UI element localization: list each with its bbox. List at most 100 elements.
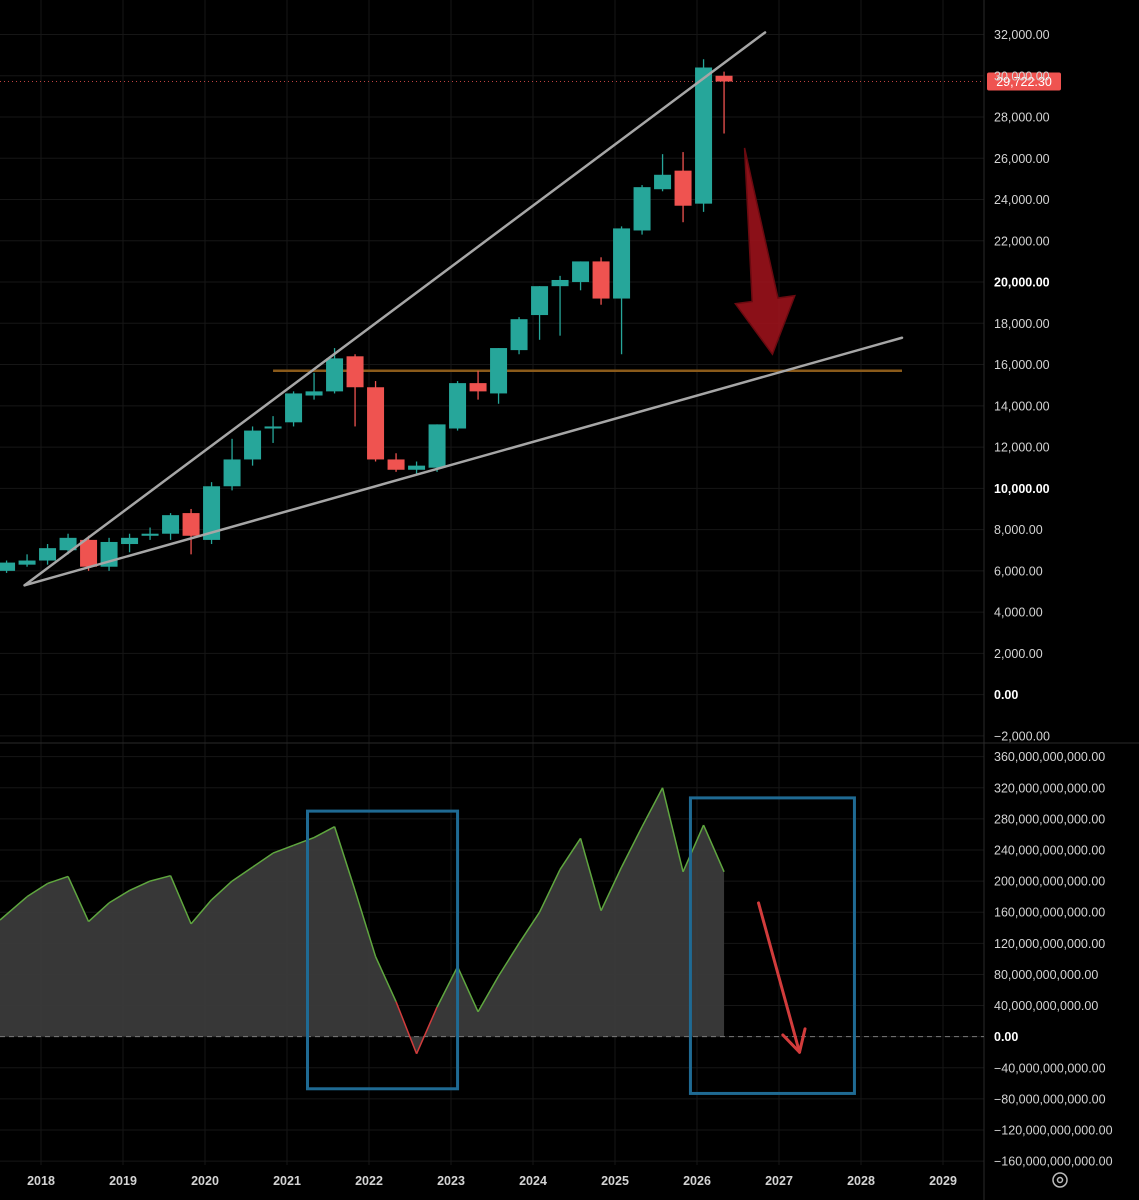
box-1-highlight[interactable] [306,809,460,1091]
candle[interactable] [633,185,651,235]
candle[interactable] [0,560,16,573]
area-line-segment [149,874,171,882]
area-fill [0,787,725,1054]
area-line-segment [559,837,582,870]
time-axis-tick: 2020 [191,1174,219,1188]
box-2-highlight[interactable] [688,796,856,1095]
price-axis-tick: 0.00 [994,688,1018,702]
candle[interactable] [305,372,323,400]
last-price-tag [987,72,1061,91]
candle[interactable] [695,59,713,212]
price-axis-tick: 16,000.00 [994,358,1050,372]
area-line-segment [620,826,643,868]
candle[interactable] [449,381,467,431]
time-axis-tick: 2022 [355,1174,383,1188]
candle-body [182,513,200,536]
indicator-axis-tick: −40,000,000,000.00 [994,1061,1106,1075]
candle-body [654,174,672,190]
indicator-axis-tick: −120,000,000,000.00 [994,1124,1113,1138]
candle-body [633,187,651,231]
candle[interactable] [141,527,159,540]
area-line-segment [395,1001,418,1055]
time-axis-tick: 2021 [273,1174,301,1188]
area-line-segment [661,787,684,872]
candle[interactable] [551,275,569,336]
candle[interactable] [100,537,118,571]
area-line-segment [67,876,90,922]
candle-body [59,537,77,551]
area-line-segment [702,824,725,873]
candle[interactable] [285,391,303,427]
arrow-shaft [757,901,801,1054]
lower-trendline[interactable] [23,336,904,587]
candle[interactable] [572,261,590,291]
candle[interactable] [469,370,487,400]
candle[interactable] [264,416,282,443]
price-pane[interactable] [0,31,984,587]
candle[interactable] [674,152,692,223]
candle[interactable] [121,533,139,553]
area-line-segment [497,942,520,977]
candle[interactable] [531,286,549,340]
time-axis-tick: 2019 [109,1174,137,1188]
candle[interactable] [428,424,446,472]
price-axis-tick: 10,000.00 [994,482,1050,496]
time-axis-tick: 2029 [929,1174,957,1188]
upper-trendline[interactable] [23,31,767,587]
arrow-head [798,1027,807,1054]
indicator-axis-tick: 280,000,000,000.00 [994,812,1105,826]
candle[interactable] [346,354,364,427]
candle-body [592,261,610,299]
area-line-segment [190,899,213,925]
price-axis-tick: 20,000.00 [994,276,1050,290]
candle[interactable] [326,348,344,394]
candle[interactable] [39,544,57,565]
candle[interactable] [367,381,385,462]
candle[interactable] [592,257,610,305]
candle[interactable] [223,438,241,491]
indicator-axis-tick: 80,000,000,000.00 [994,968,1098,982]
candle-body [326,358,344,392]
area-line-segment [129,880,151,892]
candle[interactable] [244,426,262,466]
area-line-segment [682,824,705,873]
price-axis-tick: 28,000.00 [994,111,1050,125]
candle[interactable] [510,317,528,355]
candle-body [469,383,487,392]
candle[interactable] [18,554,36,567]
area-line-segment [169,875,192,925]
candle-body [162,515,180,534]
time-axis-tick: 2023 [437,1174,465,1188]
price-axis-tick: 2,000.00 [994,647,1043,661]
area-line-segment [579,838,602,911]
candle-body [449,383,467,429]
candle[interactable] [182,508,200,555]
price-axis-tick: 26,000.00 [994,152,1050,166]
candle[interactable] [490,348,508,404]
candle-body [223,459,241,487]
price-axis-tick: 32,000.00 [994,28,1050,42]
candle-body [715,75,733,82]
candle[interactable] [613,226,631,355]
down-arrow-small[interactable] [757,901,807,1054]
candle[interactable] [80,535,98,571]
down-arrow-big[interactable] [733,147,796,356]
candle[interactable] [162,513,180,540]
settings-icon[interactable] [1052,1172,1068,1188]
arrow-head [781,1033,801,1054]
candle[interactable] [408,461,426,474]
time-axis-tick: 2025 [601,1174,629,1188]
candle[interactable] [59,533,77,555]
area-line-segment [518,911,541,944]
candle[interactable] [387,453,405,472]
price-axis-tick: 14,000.00 [994,399,1050,413]
area-line-segment [88,902,110,923]
indicator-axis-tick: 200,000,000,000.00 [994,875,1105,889]
candle-body [674,170,692,206]
candle-body [18,560,36,565]
candle[interactable] [715,71,733,134]
candle[interactable] [654,154,672,192]
indicator-axis-tick: 320,000,000,000.00 [994,781,1105,795]
indicator-pane[interactable] [0,787,984,1095]
